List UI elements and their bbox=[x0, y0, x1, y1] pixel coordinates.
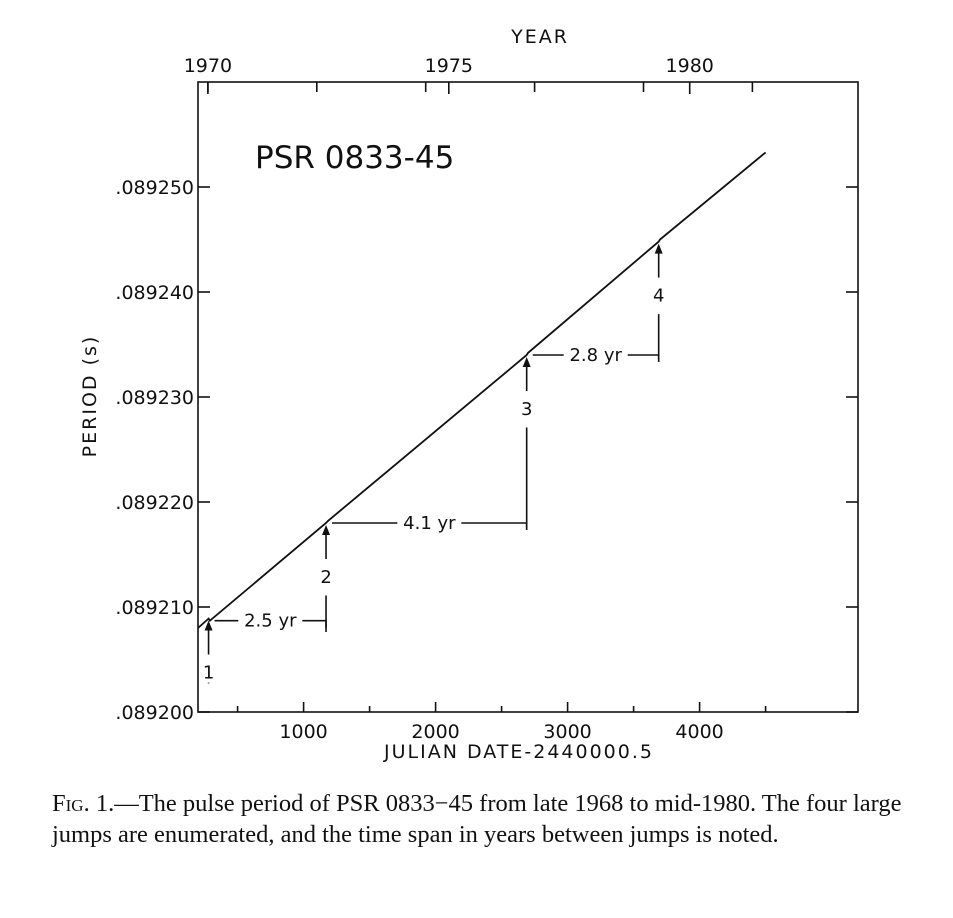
x-tick-label: 3000 bbox=[543, 721, 591, 743]
jump-arrow-head bbox=[654, 243, 663, 254]
jump-label: 4 bbox=[653, 286, 664, 307]
plot-frame bbox=[197, 81, 859, 713]
jump-arrow-head bbox=[322, 525, 331, 535]
interval-label: 4.1 yr bbox=[403, 513, 456, 534]
top-axis-label: YEAR bbox=[510, 26, 569, 48]
y-tick-label: .089200 bbox=[115, 702, 194, 724]
y-axis-label: PERIOD (s) bbox=[79, 335, 101, 458]
top-year-label: 1970 bbox=[184, 55, 232, 77]
jump-label: 1 bbox=[203, 663, 214, 684]
top-year-label: 1975 bbox=[425, 55, 473, 77]
figure-label: Fig. 1. bbox=[52, 790, 115, 817]
y-tick-label: .089220 bbox=[115, 492, 194, 514]
y-tick-label: .089230 bbox=[115, 387, 194, 409]
caption-text: —The pulse period of PSR 0833−45 from la… bbox=[52, 790, 902, 848]
x-axis-label: JULIAN DATE-2440000.5 bbox=[383, 741, 654, 763]
period-series-line bbox=[197, 151, 767, 629]
jump-label: 2 bbox=[320, 567, 331, 588]
interval-label: 2.5 yr bbox=[244, 611, 297, 632]
top-year-label: 1980 bbox=[666, 55, 714, 77]
y-tick-label: .089240 bbox=[115, 282, 194, 304]
chart: .089200 .089210 .089220 .089230 .089240 .0892… bbox=[79, 26, 859, 763]
x-tick-label: 4000 bbox=[675, 721, 723, 743]
y-tick-label: .089210 bbox=[115, 597, 194, 619]
figure-caption: Fig. 1.—The pulse period of PSR 0833−45 … bbox=[52, 788, 922, 850]
jump-label: 3 bbox=[521, 399, 532, 420]
jump-arrow-head bbox=[204, 620, 213, 631]
interval-label: 2.8 yr bbox=[569, 345, 622, 366]
jump-arrow-head bbox=[522, 357, 531, 367]
x-tick-label: 2000 bbox=[411, 721, 459, 743]
x-tick-label: 1000 bbox=[279, 721, 327, 743]
chart-title: PSR 0833-45 bbox=[255, 140, 454, 176]
y-tick-label: .089250 bbox=[115, 177, 194, 199]
